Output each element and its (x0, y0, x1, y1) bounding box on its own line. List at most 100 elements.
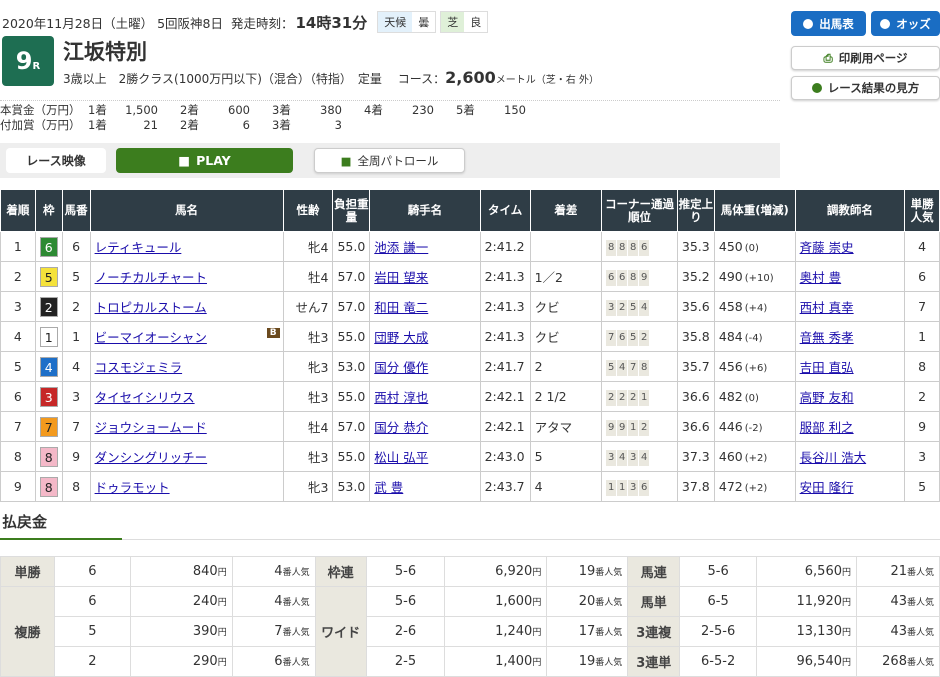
popularity-rank: 19 (578, 564, 596, 579)
course-label: コース： (397, 72, 446, 86)
entries-label: 出馬表 (819, 16, 854, 31)
patrol-label: 全周パトロール (357, 153, 439, 168)
place-label: 1着 (88, 118, 107, 132)
bet-type: 3連複 (627, 616, 681, 647)
howto-label: レース結果の見方 (827, 81, 920, 95)
payout-amount: 290 (192, 654, 218, 669)
sex-age: 牝3 (282, 351, 334, 382)
howto-button[interactable]: レース結果の見方 (791, 76, 940, 100)
popularity-cell: 21番人気 (856, 556, 940, 587)
corner-position: 4 (639, 449, 650, 466)
jockey-link[interactable]: 西村 淳也 (374, 390, 429, 405)
odds-label: オッズ (896, 16, 931, 31)
horse-number: 8 (61, 471, 91, 502)
last-3f: 35.8 (676, 321, 715, 352)
play-label: PLAY (196, 153, 231, 168)
body-weight: 458 (718, 299, 743, 314)
payout-amount: 1,240 (495, 624, 533, 639)
popularity-suffix: 番人気 (906, 568, 934, 578)
popularity-cell: 17番人気 (546, 616, 629, 647)
body-weight: 484 (718, 329, 743, 344)
last-3f: 37.3 (676, 441, 715, 472)
horse-name-link[interactable]: ノーチカルチャート (94, 270, 207, 285)
printer-icon: ⎙ (823, 50, 833, 65)
odds-button[interactable]: オッズ (871, 11, 940, 36)
jockey-link[interactable]: 松山 弘平 (374, 450, 429, 465)
jockey-cell: 和田 竜二 (369, 291, 481, 322)
horse-name-link[interactable]: ビーマイオーシャン (94, 330, 207, 345)
table-row: 8 8 9 ダンシングリッチー 牡3 55.0 松山 弘平 2:43.0 5 3 4 3 4 37.3 46… (0, 441, 940, 472)
trainer-link[interactable]: 高野 友和 (799, 390, 854, 405)
horse-name-link[interactable]: ダンシングリッチー (94, 450, 208, 465)
popularity-rank: 20 (578, 594, 596, 609)
horse-name-link[interactable]: ジョウショームード (94, 420, 207, 435)
jockey-link[interactable]: 武 豊 (374, 480, 404, 495)
trainer-link[interactable]: 奥村 豊 (799, 270, 842, 285)
payout-amount-cell: 240円 (129, 586, 233, 617)
horse-name-link[interactable]: タイセイシリウス (94, 390, 195, 405)
jockey-link[interactable]: 池添 謙一 (374, 240, 429, 255)
popularity: 8 (904, 351, 940, 382)
bet-type: 枠連 (314, 556, 367, 587)
jockey-link[interactable]: 国分 恭介 (374, 420, 429, 435)
payout-amount-cell: 1,240円 (444, 616, 548, 647)
patrol-button[interactable]: ■ 全周パトロール (314, 148, 465, 173)
popularity-suffix: 番人気 (595, 568, 623, 578)
trainer-link[interactable]: 服部 利之 (799, 420, 854, 435)
horse-name-link[interactable]: ドゥラモット (94, 480, 170, 495)
sex-age: せん7 (282, 291, 334, 322)
jockey-link[interactable]: 国分 優作 (374, 360, 429, 375)
payout-amount-cell: 840円 (129, 556, 233, 587)
body-weight-cell: 458 (+4) (713, 291, 796, 322)
column-header: 推定上り (676, 189, 715, 232)
jockey-link[interactable]: 団野 大成 (374, 330, 429, 345)
trainer-link[interactable]: 吉田 直弘 (799, 360, 854, 375)
trainer-link[interactable]: 西村 真幸 (799, 300, 854, 315)
trainer-link[interactable]: 安田 隆行 (799, 480, 854, 495)
last-3f: 35.7 (676, 351, 715, 382)
margin: アタマ (529, 411, 603, 442)
play-button[interactable]: ■ PLAY (116, 148, 293, 173)
payout-amount: 1,600 (495, 594, 533, 609)
jockey-link[interactable]: 岩田 望来 (374, 270, 429, 285)
popularity-cell: 43番人気 (856, 586, 940, 617)
column-header: コーナー通過順位 (601, 189, 678, 232)
trainer-link[interactable]: 長谷川 浩大 (799, 450, 867, 465)
place-label: 3着 (272, 118, 291, 132)
weight-carried: 55.0 (332, 321, 371, 352)
payout-amount: 96,540 (796, 654, 843, 669)
bet-type: ワイド (314, 586, 367, 677)
popularity-cell: 19番人気 (546, 556, 629, 587)
finish-time: 2:43.0 (479, 441, 531, 472)
corner-position: 9 (606, 419, 617, 436)
horse-name-link[interactable]: トロピカルストーム (94, 300, 207, 315)
margin: クビ (529, 321, 603, 352)
last-3f: 35.2 (676, 261, 715, 292)
place-label: 2着 (180, 118, 199, 132)
horse-name-link[interactable]: コスモジェミラ (94, 360, 183, 375)
payout-amount: 13,130 (796, 624, 843, 639)
horse-name-cell: コスモジェミラ (89, 351, 284, 382)
corner-position: 5 (628, 299, 639, 316)
combination: 2-6 (365, 616, 446, 647)
race-name: 江坂特別 (63, 40, 147, 64)
print-button[interactable]: ⎙ 印刷用ページ (791, 46, 940, 70)
weight-change: (+6) (744, 363, 768, 374)
finish-time: 2:41.2 (479, 231, 531, 262)
jockey-cell: 池添 謙一 (369, 231, 481, 262)
sex-age: 牝4 (282, 231, 334, 262)
entries-button[interactable]: 出馬表 (791, 11, 866, 36)
popularity-rank: 7 (274, 624, 283, 639)
trainer-link[interactable]: 斉藤 崇史 (799, 240, 854, 255)
weight-carried: 55.0 (332, 441, 371, 472)
horse-name-cell: レティキュール (89, 231, 284, 262)
body-weight: 482 (718, 389, 743, 404)
weight-carried: 57.0 (332, 261, 371, 292)
corner-position: 5 (606, 359, 617, 376)
jockey-link[interactable]: 和田 竜二 (374, 300, 429, 315)
jockey-cell: 松山 弘平 (369, 441, 481, 472)
trainer-link[interactable]: 音無 秀孝 (799, 330, 854, 345)
horse-name-link[interactable]: レティキュール (94, 240, 182, 255)
